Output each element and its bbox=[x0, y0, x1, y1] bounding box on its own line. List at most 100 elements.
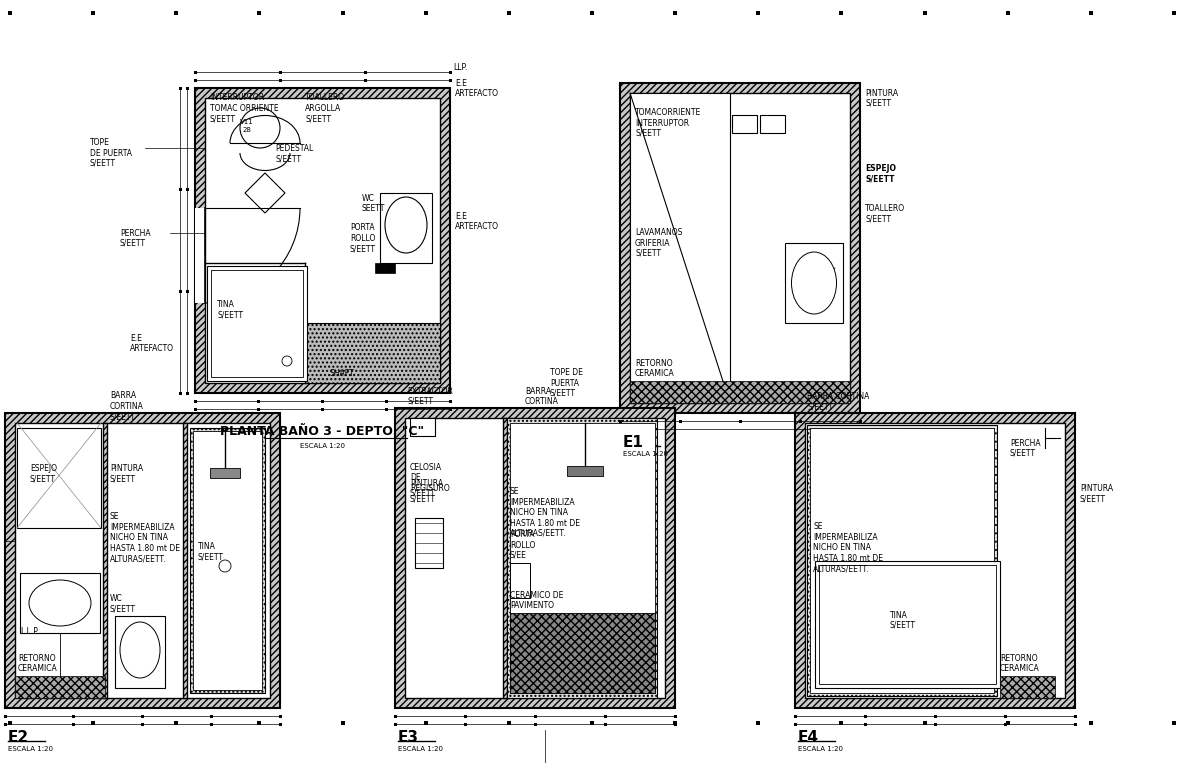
Bar bbox=[1074, 723, 1076, 726]
Bar bbox=[604, 723, 606, 726]
Text: BARRA CORTINA
S/EETT: BARRA CORTINA S/EETT bbox=[807, 391, 869, 411]
Bar bbox=[933, 714, 937, 717]
Text: PORTA
ROLLO
S/EETT: PORTA ROLLO S/EETT bbox=[350, 224, 377, 253]
Bar bbox=[839, 11, 843, 15]
Bar bbox=[257, 407, 260, 410]
Bar bbox=[449, 79, 451, 82]
Text: E3: E3 bbox=[398, 730, 419, 745]
Bar bbox=[380, 193, 432, 263]
Ellipse shape bbox=[385, 197, 427, 253]
Text: TINA
S/EETT: TINA S/EETT bbox=[217, 300, 243, 319]
Bar bbox=[410, 418, 435, 436]
Bar bbox=[193, 400, 197, 403]
Bar bbox=[794, 413, 1075, 708]
Bar bbox=[179, 391, 181, 394]
Bar bbox=[8, 11, 12, 15]
Bar bbox=[179, 86, 181, 89]
Bar bbox=[630, 93, 850, 403]
Bar bbox=[115, 616, 165, 688]
Bar bbox=[395, 408, 675, 708]
Text: TOALLERO
S/EETT: TOALLERO S/EETT bbox=[866, 204, 905, 223]
Bar bbox=[1000, 676, 1055, 698]
Bar bbox=[210, 468, 240, 478]
Bar bbox=[620, 83, 860, 413]
Bar bbox=[91, 721, 95, 725]
Bar bbox=[195, 88, 450, 393]
Bar bbox=[179, 290, 181, 293]
Bar bbox=[424, 721, 427, 725]
Bar bbox=[618, 420, 622, 423]
Text: LLP.: LLP. bbox=[453, 63, 468, 72]
Text: ESPEJO
S/EETT: ESPEJO S/EETT bbox=[30, 464, 57, 483]
Bar bbox=[193, 407, 197, 410]
Text: L.L.P.: L.L.P. bbox=[20, 627, 39, 636]
Bar bbox=[179, 188, 181, 192]
Bar bbox=[922, 11, 927, 15]
Text: CERAMICO DE
PAVIMENTO: CERAMICO DE PAVIMENTO bbox=[510, 591, 564, 610]
Bar bbox=[375, 263, 385, 273]
Bar bbox=[819, 565, 996, 684]
Text: E1: E1 bbox=[623, 435, 644, 450]
Bar bbox=[174, 11, 179, 15]
Bar bbox=[72, 714, 76, 717]
Text: TOALLERO
ARGOLLA
S/EETT: TOALLERO ARGOLLA S/EETT bbox=[305, 93, 345, 123]
Bar bbox=[922, 721, 927, 725]
Bar bbox=[257, 721, 262, 725]
Bar bbox=[1004, 714, 1006, 717]
Text: PEDESTAL
S/EETT: PEDESTAL S/EETT bbox=[275, 143, 314, 163]
Bar bbox=[278, 79, 282, 82]
Text: SE
IMPERMEABILIZA
NICHO EN TINA
HASTA 1.80 mt DE
ALTURAS/EETT.: SE IMPERMEABILIZA NICHO EN TINA HASTA 1.… bbox=[813, 523, 883, 573]
Text: TINA
S/EETT: TINA S/EETT bbox=[890, 610, 916, 630]
Bar bbox=[363, 70, 367, 73]
Text: TOPE
DE PUERTA
S/EETT: TOPE DE PUERTA S/EETT bbox=[90, 138, 131, 168]
Text: WC
S/EETT: WC S/EETT bbox=[110, 594, 136, 613]
Text: TOMACORRIENTE
INTERRUPTOR
S/EETT: TOMACORRIENTE INTERRUPTOR S/EETT bbox=[635, 108, 701, 138]
Text: E4: E4 bbox=[798, 730, 819, 745]
Bar bbox=[739, 420, 741, 423]
Text: PINTURA
S/EETT: PINTURA S/EETT bbox=[1080, 484, 1113, 503]
Text: PLANTA BAÑO 3 - DEPTO. "C": PLANTA BAÑO 3 - DEPTO. "C" bbox=[220, 425, 424, 438]
Bar bbox=[186, 290, 188, 293]
Bar bbox=[630, 93, 731, 403]
Text: BARRA
CORTINA
S/EETT: BARRA CORTINA S/EETT bbox=[110, 391, 144, 421]
Bar bbox=[278, 714, 282, 717]
Bar bbox=[385, 400, 387, 403]
Ellipse shape bbox=[28, 580, 91, 626]
Bar bbox=[15, 423, 270, 698]
Text: PORTA
ROLLO
S/EE: PORTA ROLLO S/EE bbox=[510, 530, 535, 560]
Bar bbox=[507, 11, 510, 15]
Bar bbox=[210, 714, 213, 717]
Bar bbox=[449, 407, 451, 410]
Bar bbox=[72, 723, 76, 726]
Bar bbox=[1172, 721, 1176, 725]
Text: PINTURA
S/EETT: PINTURA S/EETT bbox=[410, 478, 443, 498]
Text: PINTURA
S/EETT: PINTURA S/EETT bbox=[110, 464, 143, 483]
Bar bbox=[863, 723, 867, 726]
Bar bbox=[507, 721, 510, 725]
Bar bbox=[590, 721, 594, 725]
Bar bbox=[785, 243, 843, 323]
Bar bbox=[798, 420, 802, 423]
Bar bbox=[507, 418, 657, 698]
Bar bbox=[321, 407, 324, 410]
Bar bbox=[567, 466, 603, 476]
Bar bbox=[674, 721, 677, 725]
Bar bbox=[449, 400, 451, 403]
Text: SHAFT: SHAFT bbox=[330, 369, 355, 378]
Text: E.E
ARTEFACTO: E.E ARTEFACTO bbox=[455, 211, 498, 231]
Bar bbox=[416, 518, 443, 568]
Bar bbox=[503, 418, 507, 698]
Bar bbox=[510, 613, 655, 693]
Bar bbox=[17, 428, 101, 528]
Text: CELOSIA
DE
REGISURO
S/EETT: CELOSIA DE REGISURO S/EETT bbox=[410, 463, 450, 503]
Bar bbox=[807, 425, 997, 696]
Bar bbox=[186, 188, 188, 192]
Bar bbox=[534, 723, 536, 726]
Text: V11
28: V11 28 bbox=[240, 120, 253, 133]
Bar bbox=[341, 11, 345, 15]
Text: PERCHA
S/EETT: PERCHA S/EETT bbox=[120, 229, 150, 248]
Bar bbox=[510, 423, 655, 693]
Text: SE
IMPERMEABILIZA
NICHO EN TINA
HASTA 1.80 mt DE
ALTURAS/EETT.: SE IMPERMEABILIZA NICHO EN TINA HASTA 1.… bbox=[110, 513, 180, 563]
Bar bbox=[393, 714, 397, 717]
Bar bbox=[1004, 723, 1006, 726]
